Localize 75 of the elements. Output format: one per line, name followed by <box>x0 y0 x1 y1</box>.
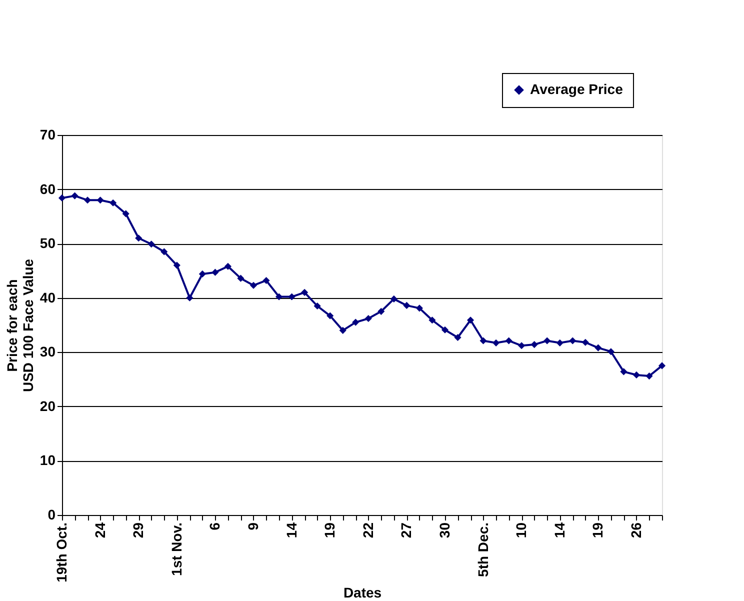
x-tick-label: 19th Oct. <box>54 522 70 582</box>
y-tick-label: 60 <box>40 180 56 197</box>
point <box>530 341 538 348</box>
y-tick-label: 50 <box>40 235 56 252</box>
x-tick-label: 24 <box>92 522 108 538</box>
point <box>110 199 117 206</box>
point <box>620 368 628 376</box>
x-tick-label: 9 <box>244 522 261 530</box>
point <box>198 270 206 278</box>
point <box>632 371 640 378</box>
point <box>390 295 398 302</box>
point <box>594 344 602 352</box>
point <box>518 342 526 350</box>
y-tick-label: 70 <box>40 126 56 142</box>
y-tick-label: 10 <box>40 452 56 468</box>
x-tick-label: 26 <box>628 522 644 538</box>
x-tick-label: 6 <box>206 522 223 530</box>
point <box>262 276 270 284</box>
point <box>58 194 66 202</box>
point <box>148 240 155 248</box>
point <box>454 334 462 342</box>
y-tick-label: 30 <box>40 344 56 360</box>
x-tick-label: 29 <box>130 522 146 538</box>
x-tick-label: 27 <box>398 522 414 538</box>
point <box>658 362 666 370</box>
x-tick-label: 5th Dec. <box>474 522 491 577</box>
x-tick-label: 10 <box>513 522 530 538</box>
x-tick-label: 14 <box>551 522 568 538</box>
point <box>173 262 180 269</box>
point <box>122 210 130 218</box>
point <box>326 312 334 320</box>
x-tick-label: 19 <box>590 522 606 538</box>
point <box>339 326 346 334</box>
point <box>250 282 258 289</box>
point <box>96 196 104 204</box>
y-tick-label: 20 <box>40 398 56 414</box>
point <box>84 196 92 204</box>
point <box>352 318 360 326</box>
point <box>71 192 78 200</box>
y-axis-title: Price for each USD 100 Face Value <box>4 258 36 392</box>
point <box>416 304 423 312</box>
point <box>135 234 142 242</box>
point <box>288 293 296 300</box>
point <box>607 348 614 356</box>
point <box>480 337 487 344</box>
point <box>428 316 436 324</box>
point <box>492 339 500 346</box>
legend-label: Average Price <box>530 81 624 97</box>
point <box>237 274 244 282</box>
point <box>275 293 283 300</box>
point <box>544 337 551 344</box>
point <box>466 316 474 324</box>
point <box>646 372 653 380</box>
x-tick-label: 22 <box>360 522 376 538</box>
point <box>556 339 564 346</box>
point <box>505 337 512 344</box>
point <box>160 248 168 256</box>
y-tick-label: 0 <box>48 506 56 522</box>
point <box>364 314 372 322</box>
y-tick-label: 40 <box>40 289 56 306</box>
point <box>582 338 589 346</box>
x-axis-title: Dates <box>343 584 382 600</box>
point <box>212 268 219 276</box>
point <box>441 326 449 334</box>
x-tick-label: 14 <box>283 522 300 538</box>
point <box>569 337 576 344</box>
x-tick-label: 19 <box>322 522 338 538</box>
point <box>186 294 194 302</box>
point <box>224 262 232 270</box>
point <box>301 288 308 296</box>
x-tick-label: 30 <box>436 522 452 538</box>
point <box>378 308 385 315</box>
point <box>403 302 410 309</box>
point <box>314 302 321 310</box>
x-tick-label: 1st Nov. <box>168 522 184 576</box>
